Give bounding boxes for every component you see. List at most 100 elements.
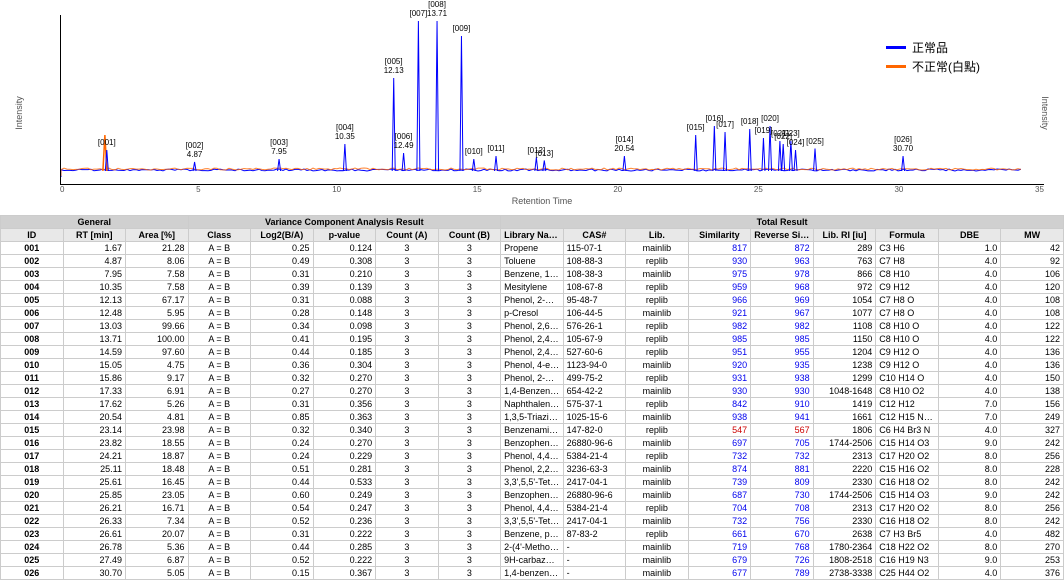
table-cell: 92 [1001,255,1064,268]
table-row[interactable]: 00813.71100.00A = B0.410.19533Phenol, 2,… [1,333,1064,346]
table-cell: 2330 [813,515,876,528]
table-cell: Phenol, 2,6-dimethyl- [501,320,564,333]
table-cell: Benzophenone, 2-hydroxy-5-methyl-4'-meth… [501,489,564,502]
table-cell: 842 [688,398,751,411]
table-row[interactable]: 01925.6116.45A = B0.440.533333,3',5,5'-T… [1,476,1064,489]
column-header[interactable]: Formula [876,229,939,242]
table-cell: 015 [1,424,64,437]
table-row[interactable]: 01724.2118.87A = B0.240.22933Phenol, 4,4… [1,450,1064,463]
table-cell: 966 [688,294,751,307]
table-cell: replib [626,528,689,541]
group-header-general: General [1,216,189,229]
table-cell: replib [626,255,689,268]
table-cell: 0.308 [313,255,376,268]
table-cell: 7.95 [63,268,126,281]
table-cell: 4.0 [938,255,1001,268]
table-cell: mainlib [626,385,689,398]
table-row[interactable]: 02126.2116.71A = B0.540.24733Phenol, 4,4… [1,502,1064,515]
column-header[interactable]: Log2(B/A) [251,229,314,242]
column-header[interactable]: DBE [938,229,1001,242]
table-row[interactable]: 01523.1423.98A = B0.320.34033Benzenamine… [1,424,1064,437]
table-cell: C7 H8 O [876,307,939,320]
column-header[interactable]: Library Name [501,229,564,242]
table-row[interactable]: 00713.0399.66A = B0.340.09833Phenol, 2,6… [1,320,1064,333]
table-cell: 4.0 [938,385,1001,398]
table-row[interactable]: 0024.878.06A = B0.490.30833Toluene108-88… [1,255,1064,268]
table-cell: 881 [751,463,814,476]
table-cell: 0.34 [251,320,314,333]
table-cell: A = B [188,567,251,580]
table-cell: 24.21 [63,450,126,463]
column-header[interactable]: Count (A) [376,229,439,242]
table-cell: 4.0 [938,307,1001,320]
column-header[interactable]: Lib. [626,229,689,242]
table-row[interactable]: 00914.5997.60A = B0.440.18533Phenol, 2,4… [1,346,1064,359]
table-cell: 3 [376,463,439,476]
table-cell: 4.0 [938,346,1001,359]
results-table: General Variance Component Analysis Resu… [0,215,1064,580]
table-row[interactable]: 01115.869.17A = B0.320.27033Phenol, 2-me… [1,372,1064,385]
table-cell: 4.0 [938,333,1001,346]
table-cell: 730 [751,489,814,502]
table-cell: Phenol, 2,4-dimethyl- [501,333,564,346]
table-cell: 009 [1,346,64,359]
table-cell: 3 [376,567,439,580]
table-row[interactable]: 02025.8523.05A = B0.600.24933Benzophenon… [1,489,1064,502]
table-cell: 1,4-Benzenediol, 2,6-dimethyl- [501,385,564,398]
column-header[interactable]: Area [%] [126,229,189,242]
table-cell: 951 [688,346,751,359]
column-header[interactable]: Reverse Similarity [751,229,814,242]
table-cell: 9H-carbazole-3,6-diamine, N3,N3,N6,N6-te… [501,554,564,567]
table-cell: A = B [188,385,251,398]
table-cell: 270 [1001,541,1064,554]
column-header[interactable]: ID [1,229,64,242]
table-row[interactable]: 00410.357.58A = B0.390.13933Mesitylene10… [1,281,1064,294]
table-row[interactable]: 01217.336.91A = B0.270.270331,4-Benzened… [1,385,1064,398]
table-row[interactable]: 00612.485.95A = B0.280.14833p-Cresol106-… [1,307,1064,320]
peak-label: [003]7.95 [270,138,288,156]
column-header[interactable]: Similarity [688,229,751,242]
table-cell: 8.0 [938,450,1001,463]
column-header[interactable]: Class [188,229,251,242]
table-row[interactable]: 0011.6721.28A = B0.250.12433Propene115-0… [1,242,1064,255]
table-cell: 6.87 [126,554,189,567]
table-cell: 910 [751,398,814,411]
table-cell: mainlib [626,541,689,554]
table-cell: 0.356 [313,398,376,411]
table-cell: C8 H10 [876,268,939,281]
table-row[interactable]: 02326.6120.07A = B0.310.22233Benzene, pe… [1,528,1064,541]
table-cell: 3 [438,255,501,268]
table-cell: Benzene, pentabromomethyl- [501,528,564,541]
table-cell: 1077 [813,307,876,320]
table-cell: 982 [688,320,751,333]
table-cell: 0.281 [313,463,376,476]
column-header[interactable]: CAS# [563,229,626,242]
table-cell: 108-38-3 [563,268,626,281]
table-cell: C8 H10 O [876,320,939,333]
column-header[interactable]: p-value [313,229,376,242]
table-row[interactable]: 00512.1367.17A = B0.310.08833Phenol, 2-m… [1,294,1064,307]
table-row[interactable]: 01317.625.26A = B0.310.35633Naphthalene,… [1,398,1064,411]
table-cell: 3 [438,242,501,255]
column-header[interactable]: RT [min] [63,229,126,242]
column-header[interactable]: Count (B) [438,229,501,242]
table-row[interactable]: 02226.337.34A = B0.520.236333,3',5,5'-Te… [1,515,1064,528]
table-row[interactable]: 02630.705.05A = B0.150.367331,4-benzened… [1,567,1064,580]
table-row[interactable]: 02426.785.36A = B0.440.285332-(4'-Methox… [1,541,1064,554]
table-cell: 9.0 [938,489,1001,502]
table-cell: 3 [376,541,439,554]
table-cell: 972 [813,281,876,294]
table-cell: mainlib [626,411,689,424]
column-header[interactable]: Lib. RI [iu] [813,229,876,242]
table-row[interactable]: 02527.496.87A = B0.520.222339H-carbazole… [1,554,1064,567]
table-cell: 0.15 [251,567,314,580]
table-cell: 959 [688,281,751,294]
table-row[interactable]: 01420.544.81A = B0.850.363331,3,5-Triazi… [1,411,1064,424]
table-row[interactable]: 0037.957.58A = B0.310.21033Benzene, 1,3-… [1,268,1064,281]
table-body: 0011.6721.28A = B0.250.12433Propene115-0… [1,242,1064,580]
table-cell: C15 H14 O3 [876,437,939,450]
table-row[interactable]: 01015.054.75A = B0.360.30433Phenol, 4-et… [1,359,1064,372]
table-row[interactable]: 01623.8218.55A = B0.240.27033Benzophenon… [1,437,1064,450]
table-row[interactable]: 01825.1118.48A = B0.510.28133Phenol, 2,2… [1,463,1064,476]
column-header[interactable]: MW [1001,229,1064,242]
